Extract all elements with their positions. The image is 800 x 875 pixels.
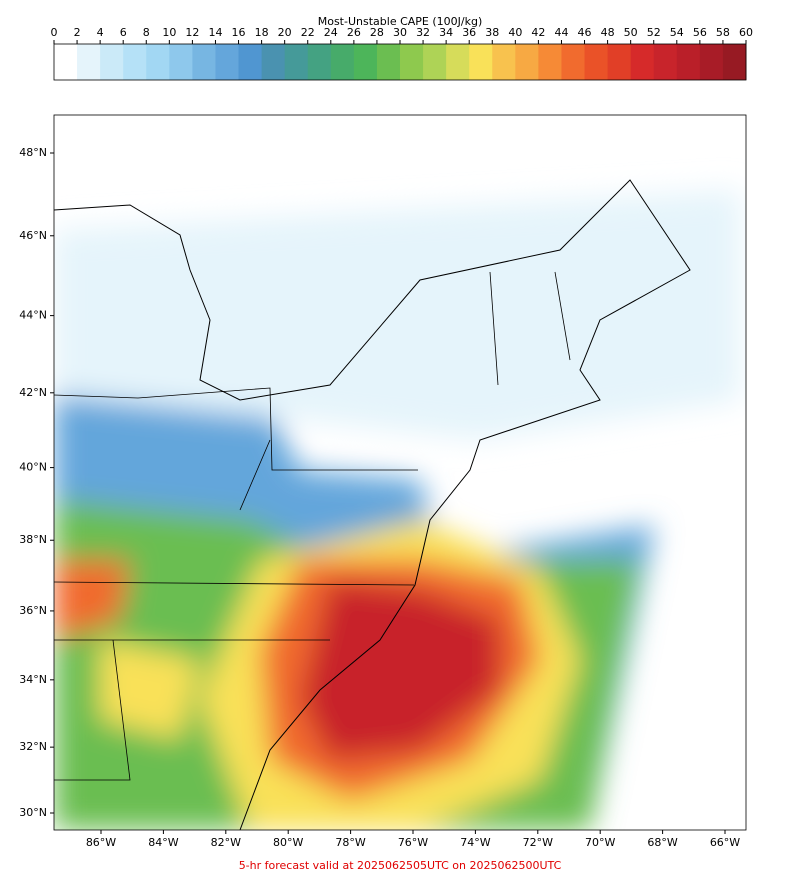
color-bin [653,44,678,80]
lon-tick-label: 76°W [398,836,428,849]
colorbar-tick-label: 8 [143,26,150,39]
lat-tick-label: 40°N [19,461,47,474]
color-bin [538,44,562,80]
color-bin [54,44,78,80]
lon-tick-label: 66°W [710,836,740,849]
color-bin [584,44,609,80]
color-bin [722,44,747,80]
colorbar-tick-label: 34 [439,26,453,39]
color-bin [400,44,424,80]
lat-tick-label: 30°N [19,806,47,819]
color-bin [123,44,147,80]
colorbar-tick-label: 28 [370,26,384,39]
color-bin [261,44,286,80]
colorbar-tick-label: 16 [232,26,246,39]
colorbar-tick-label: 58 [716,26,730,39]
colorbar-tick-label: 48 [601,26,615,39]
colorbar-tick-label: 6 [120,26,127,39]
color-bin [146,44,170,80]
colorbar-tick-label: 12 [185,26,199,39]
colorbar-tick-label: 36 [462,26,476,39]
lat-tick-label: 32°N [19,740,47,753]
lat-tick-label: 38°N [19,533,47,546]
color-bin [215,44,240,80]
colorbar-tick-label: 44 [554,26,568,39]
lat-tick-label: 42°N [19,386,47,399]
colorbar-title: Most-Unstable CAPE (100J/kg) [318,15,483,28]
map-frame [53,114,747,831]
lat-tick-label: 46°N [19,229,47,242]
color-bin [330,44,355,80]
colorbar-tick-label: 40 [508,26,522,39]
lon-tick-label: 82°W [211,836,241,849]
lon-tick-label: 86°W [86,836,116,849]
colorbar-tick-label: 10 [162,26,176,39]
color-bin [353,44,378,80]
lon-tick-label: 72°W [523,836,553,849]
colorbar-tick-label: 20 [278,26,292,39]
cape-field [54,115,746,830]
colorbar-tick-label: 30 [393,26,407,39]
color-bin [561,44,586,80]
lat-tick-label: 36°N [19,604,47,617]
color-bin [77,44,101,80]
colorbar-tick-label: 56 [693,26,707,39]
color-bin [423,44,447,80]
color-bin [307,44,332,80]
lat-tick-label: 44°N [19,309,47,322]
color-bin [492,44,516,80]
colorbar-tick-label: 26 [347,26,361,39]
color-bin [446,44,470,80]
colorbar-tick-label: 22 [301,26,315,39]
lat-tick-label: 48°N [19,146,47,159]
colorbar-tick-label: 42 [531,26,545,39]
color-bin [169,44,193,80]
lat-tick-label: 34°N [19,673,47,686]
footer: 5-hr forecast valid at 2025062505UTC on … [239,859,562,872]
colorbar-tick-label: 54 [670,26,684,39]
color-bin [699,44,724,80]
lon-tick-label: 78°W [335,836,365,849]
color-bin [376,44,401,80]
colorbar-tick-label: 14 [208,26,222,39]
color-bin [284,44,309,80]
colorbar-tick-label: 52 [647,26,661,39]
lon-tick-label: 68°W [647,836,677,849]
colorbar-tick-label: 2 [74,26,81,39]
lon-tick-label: 84°W [148,836,178,849]
color-bin [607,44,632,80]
lon-tick-label: 70°W [585,836,615,849]
color-bin [469,44,493,80]
colorbar: 0 2 4 6 8 10 12 14 16 18 20 22 24 26 28 30 32 34 36 38 40 42 4… [51,26,753,81]
colorbar-tick-label: 60 [739,26,753,39]
color-bin [515,44,539,80]
lon-tick-label: 80°W [273,836,303,849]
color-bin [630,44,655,80]
colorbar-tick-label: 0 [51,26,58,39]
colorbar-tick-label: 24 [324,26,338,39]
color-bin [238,44,263,80]
colorbar-tick-label: 32 [416,26,430,39]
colorbar-tick-label: 50 [624,26,638,39]
lon-tick-label: 74°W [460,836,490,849]
colorbar-tick-label: 4 [97,26,104,39]
color-bin [100,44,124,80]
colorbar-tick-label: 18 [255,26,269,39]
colorbar-tick-label: 38 [485,26,499,39]
colorbar-tick-label: 46 [578,26,592,39]
color-bin [192,44,216,80]
color-bin [676,44,701,80]
